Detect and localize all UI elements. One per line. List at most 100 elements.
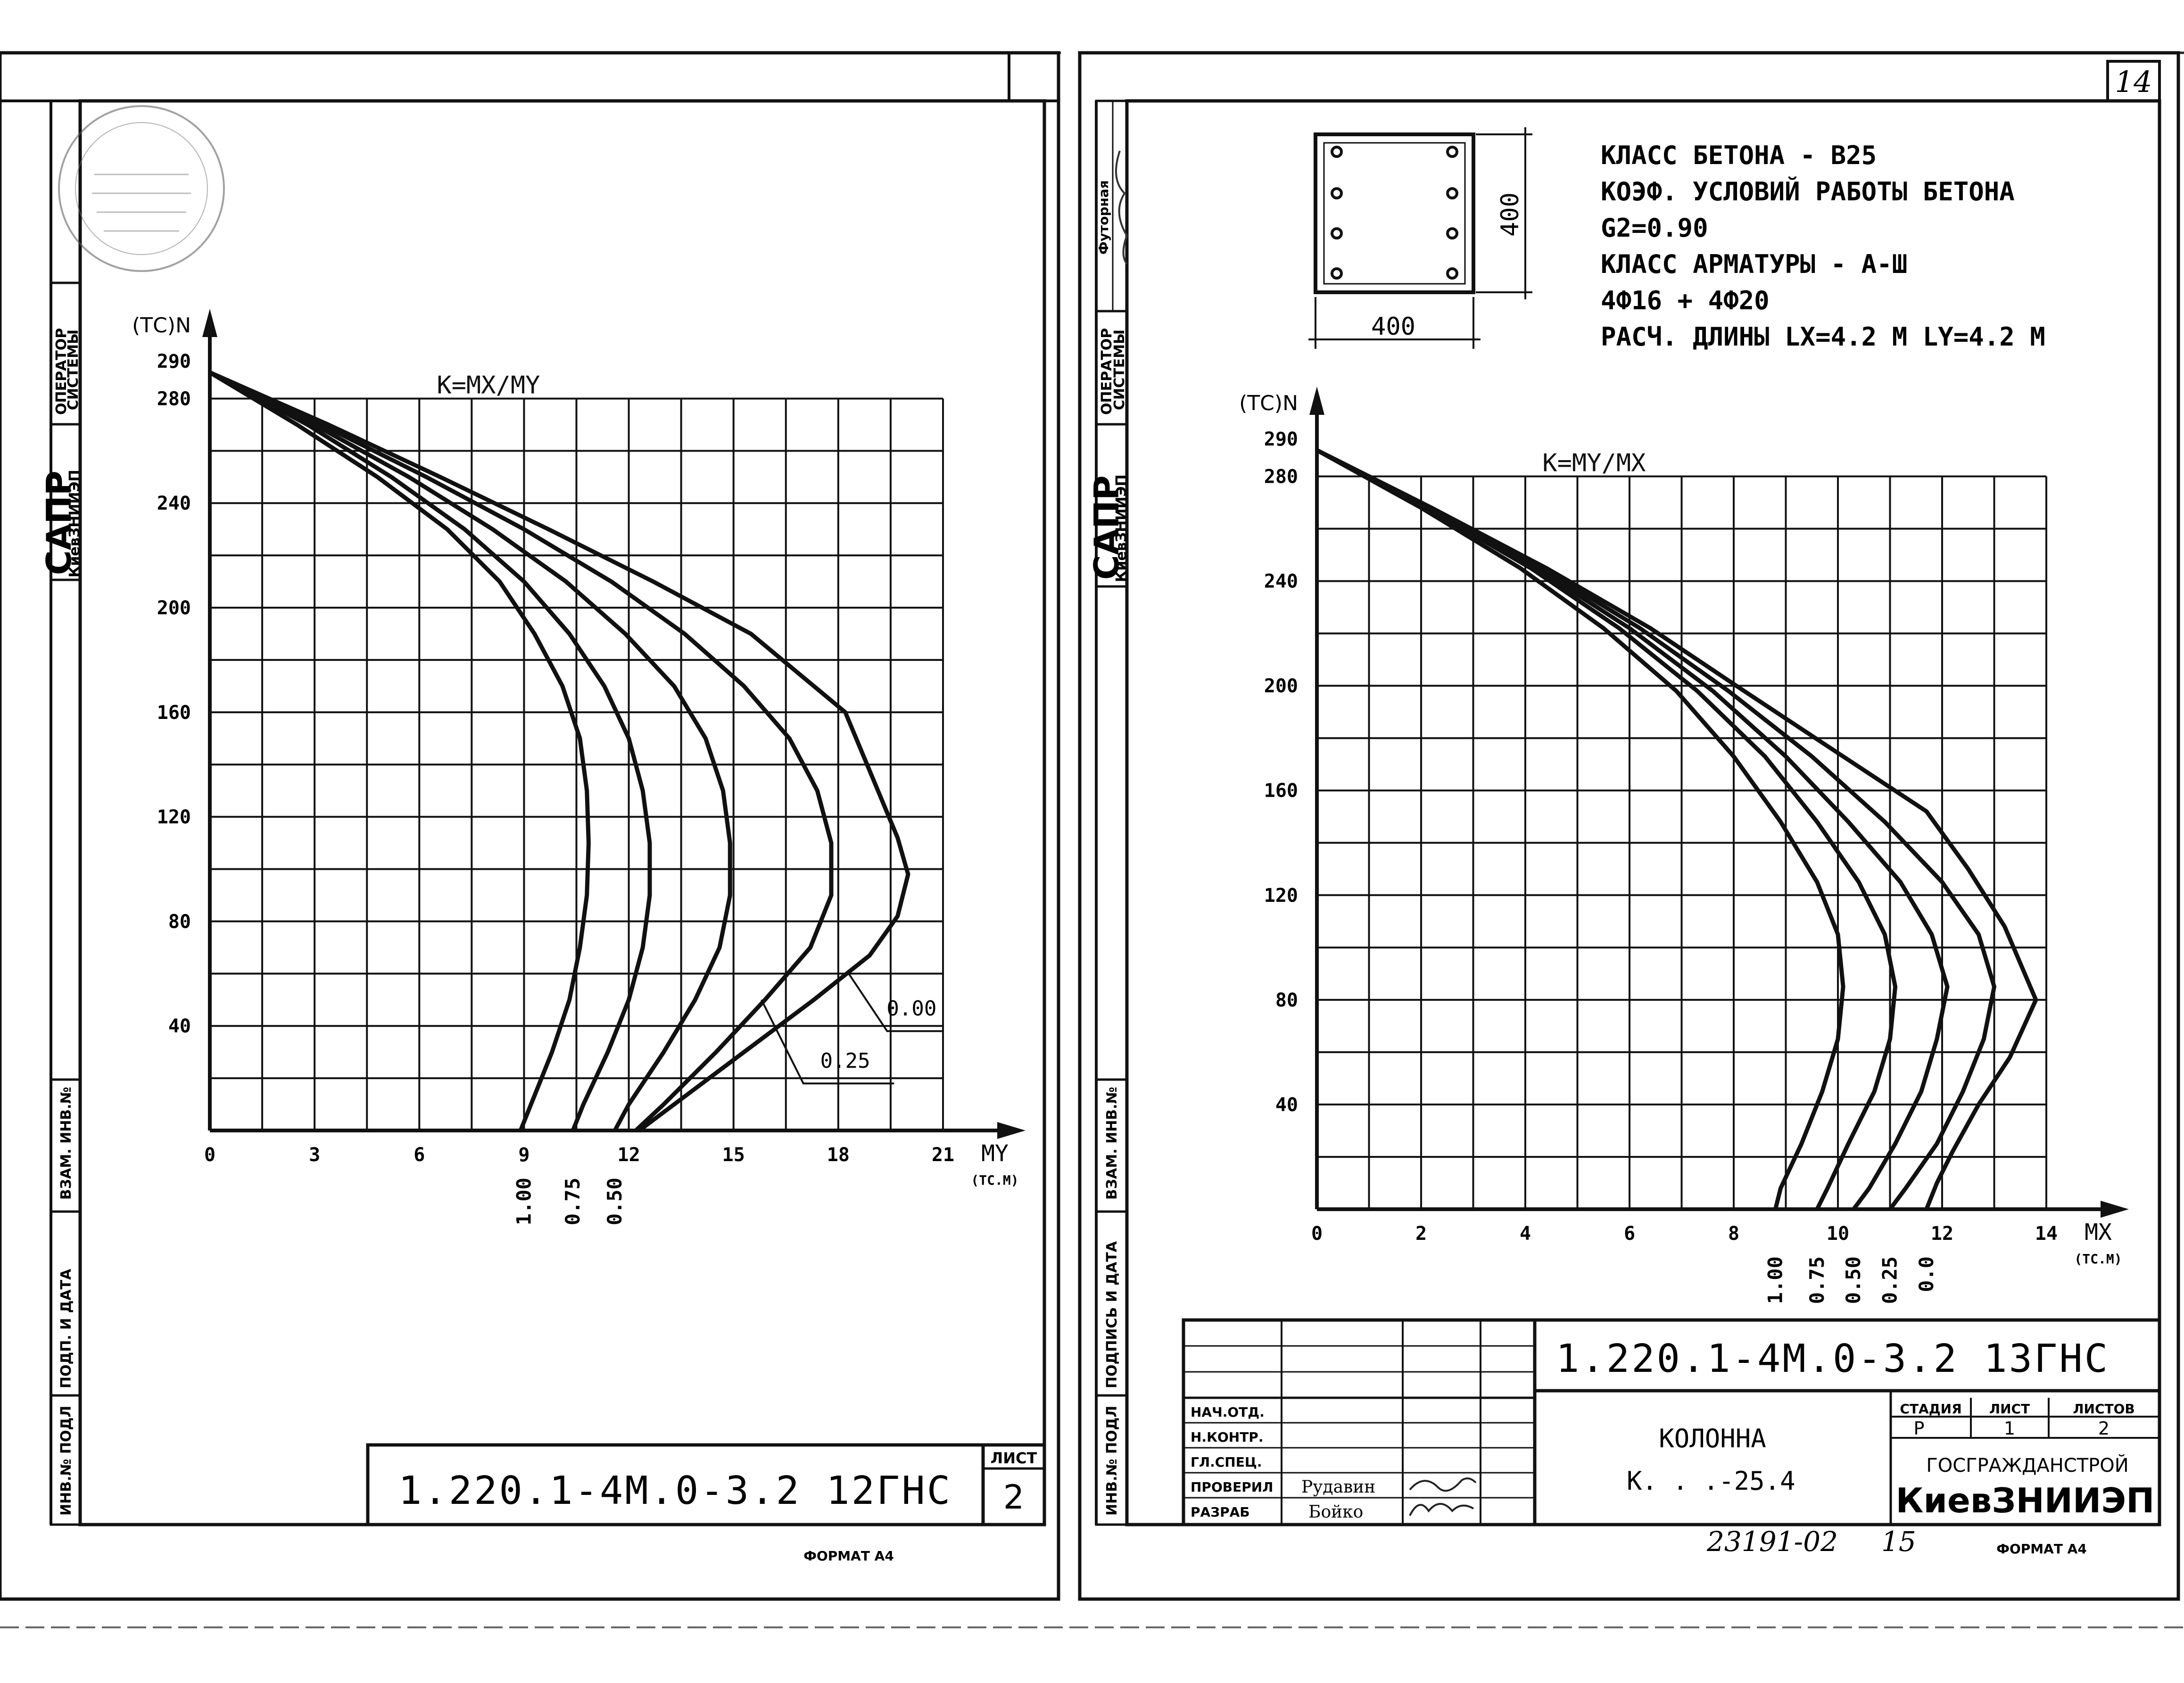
series-label: 0.50 bbox=[1842, 1256, 1865, 1304]
y-tick-label: 240 bbox=[1264, 571, 1298, 593]
chart-title: K=MX/MY bbox=[437, 371, 540, 399]
note-coef-value: G2=0.90 bbox=[1601, 213, 1708, 243]
series-label: 0.25 bbox=[1878, 1256, 1902, 1304]
org-bottom: КиевЗНИИЭП bbox=[1896, 1481, 2155, 1520]
x-tick-label: 3 bbox=[309, 1144, 320, 1166]
sheets-header: ЛИСТОВ bbox=[2073, 1401, 2134, 1417]
chart-title: K=MY/MX bbox=[1542, 449, 1646, 477]
right-operator-line2: СИСТЕМЫ bbox=[1111, 330, 1128, 410]
series-line-0.50 bbox=[1315, 448, 1950, 1211]
series-label: 0.25 bbox=[820, 1049, 870, 1073]
note-concrete-class: КЛАСС БЕТОНА - В25 bbox=[1601, 140, 1877, 170]
archive-sheet: 15 bbox=[1881, 1526, 1916, 1558]
y-tick-label: 290 bbox=[157, 351, 191, 372]
y-tick-label: 200 bbox=[157, 597, 191, 619]
column-cross-section: 400 400 bbox=[1308, 127, 1532, 349]
left-sapr-label: САПР bbox=[39, 470, 79, 575]
left-format-label: ФОРМАТ А4 bbox=[803, 1548, 894, 1564]
x-tick-label: 6 bbox=[1624, 1223, 1635, 1245]
series-line-0.25 bbox=[1315, 448, 1996, 1211]
series-label: 0.75 bbox=[561, 1178, 584, 1225]
right-page-number: 14 bbox=[2115, 65, 2152, 99]
series-line-1.00 bbox=[208, 371, 591, 1131]
left-operator-line1: ОПЕРАТОР bbox=[53, 328, 70, 415]
y-axis-label: (ТС)N bbox=[1239, 391, 1298, 415]
chart-my-mx: 0 2 4 6 8 10 12 14 40 80 120 160 200 240 280 290 (ТС)N MX… bbox=[1239, 387, 2129, 1304]
series-label: 0.50 bbox=[603, 1178, 626, 1225]
y-axis-arrow bbox=[1309, 387, 1324, 415]
title-designation: 1.220.1-4М.0-3.2 13ГНС bbox=[1556, 1336, 2110, 1381]
y-tick-label: 80 bbox=[1275, 990, 1298, 1011]
x-tick-label: 12 bbox=[617, 1144, 640, 1166]
x-axis-unit: (ТС.М) bbox=[971, 1172, 1018, 1188]
name-proveril: Рудавин bbox=[1301, 1477, 1375, 1497]
x-tick-label: 4 bbox=[1520, 1223, 1531, 1245]
right-org-label: КиевЗНИИЭП bbox=[1113, 474, 1130, 582]
stage-value: Р bbox=[1914, 1418, 1925, 1439]
series-line-0.25 bbox=[209, 370, 834, 1132]
left-field-vzam: ВЗАМ. ИНВ.№ bbox=[58, 1087, 74, 1200]
x-axis-arrow bbox=[997, 1122, 1026, 1139]
y-axis-arrow bbox=[202, 309, 217, 337]
leader-line-0.00 bbox=[848, 973, 943, 1032]
series-line-0.75 bbox=[208, 371, 652, 1131]
note-rebar: 4Ф16 + 4Ф20 bbox=[1601, 286, 1770, 315]
y-tick-label: 280 bbox=[157, 388, 191, 410]
signature-proveril bbox=[1409, 1477, 1477, 1492]
x-tick-label: 0 bbox=[1311, 1223, 1323, 1245]
role-nach-otd: НАЧ.ОТД. bbox=[1191, 1404, 1265, 1420]
x-tick-label: 18 bbox=[827, 1144, 850, 1166]
note-lengths: РАСЧ. ДЛИНЫ LX=4.2 М LY=4.2 М bbox=[1601, 322, 2045, 352]
role-razrab: РАЗРАБ bbox=[1191, 1504, 1250, 1520]
left-sheet-label: ЛИСТ bbox=[991, 1449, 1037, 1467]
left-field-podp: ПОДП. И ДАТА bbox=[58, 1269, 74, 1388]
left-sheet: ОПЕРАТОР СИСТЕМЫ САПР КиевЗНИИЭП ВЗАМ. И… bbox=[0, 51, 1060, 1601]
series-line-0.50 bbox=[208, 370, 732, 1132]
signature-razrab bbox=[1409, 1503, 1474, 1516]
note-rebar-class: КЛАСС АРМАТУРЫ - А-Ш bbox=[1601, 249, 1907, 279]
left-org-label: КиевЗНИИЭП bbox=[66, 470, 83, 578]
series-label: 0.00 bbox=[886, 997, 936, 1021]
part-name-title: КОЛОННА bbox=[1659, 1424, 1766, 1453]
x-tick-label: 14 bbox=[2035, 1223, 2058, 1245]
y-axis-label: (ТС)N bbox=[132, 314, 191, 338]
org-top: ГОСГРАЖДАНСТРОЙ bbox=[1926, 1454, 2128, 1477]
right-format-label: ФОРМАТ А4 bbox=[1996, 1541, 2087, 1557]
x-tick-label: 12 bbox=[1931, 1223, 1953, 1245]
right-sheet: 14 Футорная ОПЕРАТОР СИСТЕМЫ САПР КиевЗН… bbox=[1078, 51, 2180, 1601]
name-razrab: Бойко bbox=[1308, 1502, 1363, 1522]
y-tick-label: 160 bbox=[157, 702, 191, 724]
left-field-inv: ИНВ.№ ПОДЛ bbox=[58, 1406, 74, 1516]
chart-grid bbox=[1316, 475, 2047, 1210]
x-tick-label: 21 bbox=[932, 1144, 954, 1166]
left-designation: 1.220.1-4М.0-3.2 12ГНС bbox=[398, 1468, 952, 1513]
x-tick-label: 8 bbox=[1728, 1223, 1739, 1245]
left-sheet-number: 2 bbox=[1003, 1478, 1025, 1517]
y-tick-label: 160 bbox=[1264, 780, 1298, 802]
series-label: 0.0 bbox=[1915, 1256, 1938, 1292]
right-field-vzam: ВЗАМ. ИНВ.№ bbox=[1104, 1087, 1120, 1200]
x-tick-label: 9 bbox=[518, 1144, 529, 1166]
y-tick-label: 40 bbox=[168, 1015, 191, 1037]
y-tick-label: 40 bbox=[1275, 1094, 1298, 1116]
x-axis-label: MY bbox=[981, 1140, 1009, 1167]
leader-line-0.25 bbox=[761, 999, 894, 1085]
x-axis-arrow bbox=[2101, 1201, 2129, 1218]
series-line-1.00 bbox=[1315, 448, 1845, 1210]
right-sapr-label: САПР bbox=[1087, 475, 1126, 580]
part-name-code: К. . .-25.4 bbox=[1627, 1466, 1795, 1496]
y-tick-label: 240 bbox=[157, 493, 191, 514]
role-proveril: ПРОВЕРИЛ bbox=[1191, 1479, 1273, 1495]
archive-number: 23191-02 bbox=[1706, 1526, 1838, 1558]
x-tick-label: 15 bbox=[722, 1144, 745, 1166]
x-tick-label: 6 bbox=[414, 1144, 425, 1166]
sheet-value: 1 bbox=[2004, 1418, 2015, 1439]
sheet-header: ЛИСТ bbox=[1989, 1401, 2030, 1417]
note-coef-line: КОЭФ. УСЛОВИЙ РАБОТЫ БЕТОНА bbox=[1601, 177, 2015, 206]
x-axis-unit: (ТС.М) bbox=[2074, 1251, 2122, 1267]
series-line-0.75 bbox=[1315, 448, 1898, 1211]
x-axis-label: MX bbox=[2085, 1219, 2112, 1246]
role-n-kontr: Н.КОНТР. bbox=[1191, 1429, 1263, 1445]
right-field-podp: ПОДПИСЬ И ДАТА bbox=[1104, 1241, 1120, 1388]
